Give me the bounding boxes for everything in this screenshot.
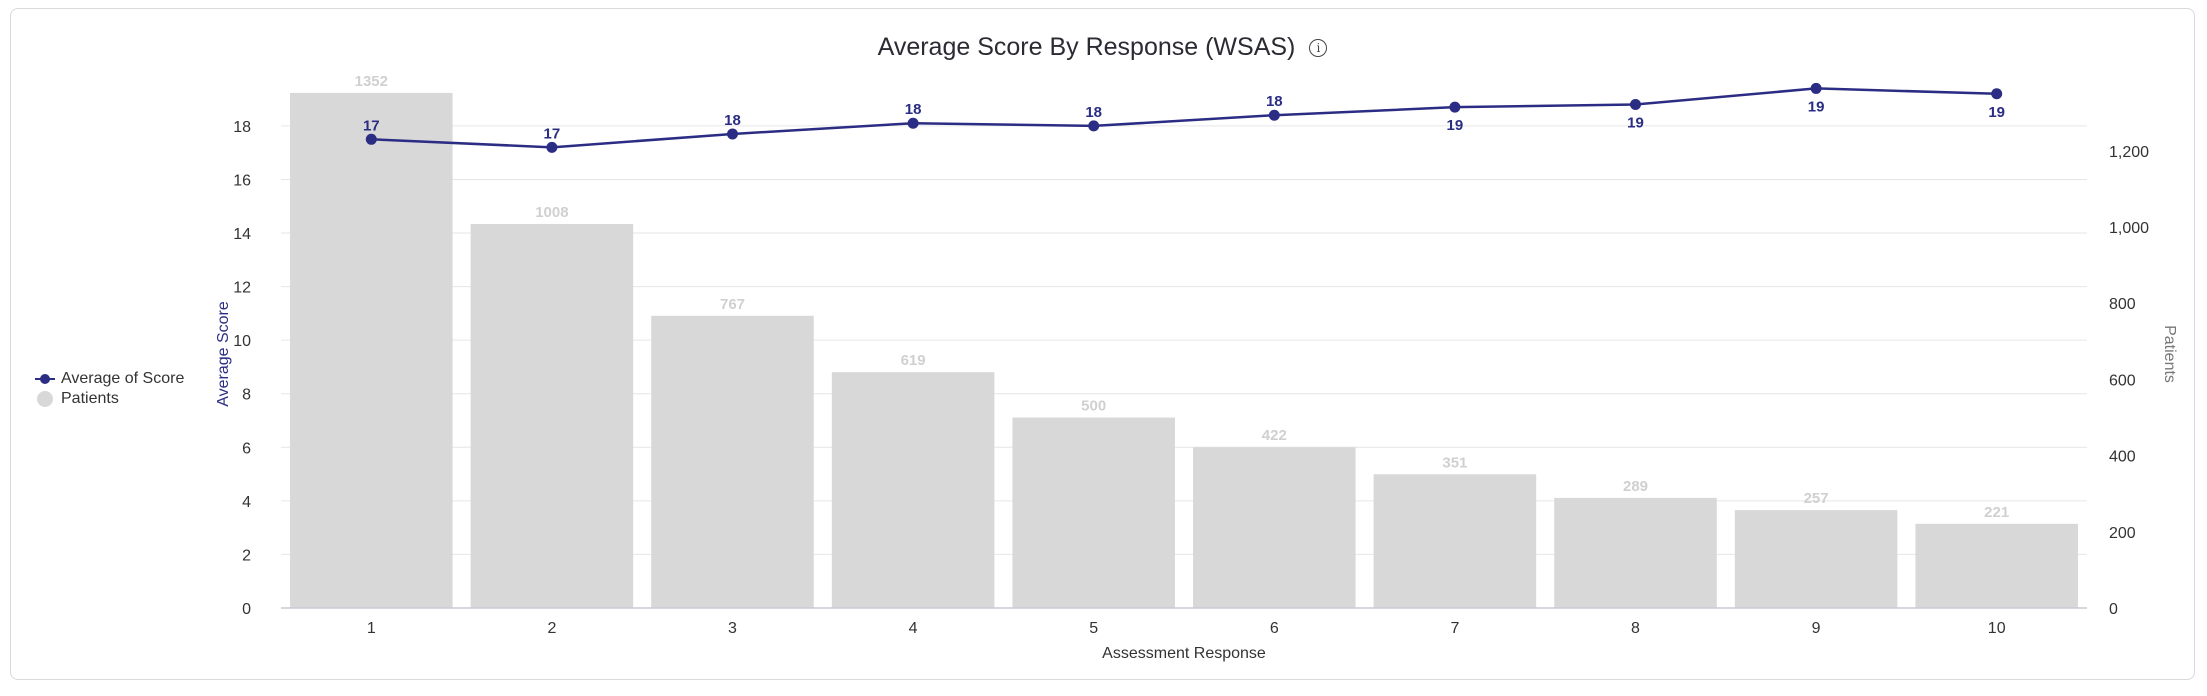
- line-point: [1991, 88, 2003, 100]
- y-left-tick-label: 2: [242, 547, 251, 564]
- x-tick-label: 8: [1631, 620, 1640, 637]
- y-left-tick-label: 4: [242, 494, 251, 511]
- y-right-tick-label: 800: [2109, 296, 2136, 313]
- y-right-tick-label: 400: [2109, 449, 2136, 466]
- y-left-tick-label: 18: [233, 119, 251, 136]
- bar-data-label: 1352: [355, 73, 388, 90]
- legend-label: Average of Score: [61, 370, 185, 387]
- y-right-tick-label: 1,000: [2109, 220, 2149, 237]
- average-score-line: [371, 87, 1997, 149]
- line-point: [1088, 120, 1100, 132]
- legend: Average of Score Patients: [35, 369, 184, 409]
- bar: [1373, 474, 1537, 608]
- y-right-tick-label: 1,200: [2109, 144, 2149, 161]
- bar: [1012, 417, 1175, 608]
- line-point: [1268, 109, 1280, 121]
- legend-item-average-score[interactable]: Average of Score: [35, 369, 184, 389]
- line-series: 17 17 18 18 18 18 19 19 19 19: [363, 82, 2005, 153]
- bar-data-label: 289: [1623, 478, 1648, 495]
- x-tick-label: 2: [547, 620, 556, 637]
- bar: [1554, 497, 1717, 608]
- y-left-axis-label: Average Score: [215, 301, 232, 407]
- line-data-label: 17: [363, 117, 380, 134]
- legend-label: Patients: [61, 390, 119, 407]
- line-data-label: 18: [1085, 104, 1102, 121]
- bar: [831, 372, 995, 608]
- bar: [1193, 447, 1356, 608]
- info-icon[interactable]: i: [1309, 39, 1328, 57]
- y-left-tick-label: 14: [233, 226, 251, 243]
- bar-data-label: 422: [1262, 427, 1287, 444]
- bar-data-label: 351: [1442, 454, 1467, 471]
- y-left-tick-label: 6: [242, 440, 251, 457]
- bar: [1915, 523, 2078, 608]
- bar-data-label: 500: [1081, 398, 1106, 415]
- y-left-tick-label: 16: [233, 172, 251, 189]
- y-right-axis-label: Patients: [2161, 325, 2178, 383]
- line-data-label: 18: [724, 112, 741, 129]
- line-point: [1630, 98, 1641, 110]
- y-left-tick-label: 0: [242, 601, 251, 618]
- y-right-tick-label: 200: [2109, 525, 2136, 542]
- bar: [470, 223, 634, 609]
- x-tick-label: 9: [1812, 620, 1821, 637]
- x-tick-label: 3: [728, 620, 737, 637]
- line-data-label: 18: [1266, 93, 1283, 110]
- y-left-tick-label: 8: [242, 387, 251, 404]
- line-data-label: 19: [1627, 114, 1644, 131]
- line-point: [365, 133, 377, 145]
- x-tick-label: 5: [1089, 620, 1098, 637]
- bar: [651, 315, 814, 608]
- x-tick-label: 1: [367, 620, 376, 637]
- bar-series: 1352 1008 767 619 500 422 351 289 257 221: [290, 73, 2078, 609]
- line-data-label: 19: [1447, 117, 1464, 134]
- bar-data-label: 221: [1984, 504, 2009, 521]
- legend-item-patients[interactable]: Patients: [35, 389, 184, 409]
- line-point: [1449, 101, 1461, 113]
- chart-card: Average Score By Response (WSAS) i Averag…: [10, 8, 2195, 680]
- bar: [1734, 510, 1898, 608]
- line-data-label: 17: [544, 125, 561, 142]
- line-point: [546, 141, 558, 153]
- line-point: [1810, 82, 1822, 94]
- bar-data-label: 619: [901, 352, 926, 369]
- line-data-label: 19: [1808, 98, 1825, 115]
- chart-title: Average Score By Response (WSAS): [877, 33, 1296, 61]
- x-axis-label: Assessment Response: [1102, 645, 1266, 662]
- line-data-label: 18: [905, 101, 922, 118]
- bar: [290, 92, 453, 608]
- y-left-tick-label: 12: [233, 280, 251, 297]
- x-tick-label: 4: [909, 620, 918, 637]
- bar-data-label: 767: [720, 296, 745, 313]
- chart-title-row: Average Score By Response (WSAS) i: [11, 33, 2194, 62]
- line-point: [727, 128, 738, 140]
- x-tick-label: 7: [1450, 620, 1459, 637]
- line-data-label: 19: [1988, 104, 2005, 121]
- y-left-tick-label: 10: [233, 333, 251, 350]
- y-right-tick-label: 600: [2109, 372, 2136, 389]
- x-tick-label: 6: [1270, 620, 1279, 637]
- line-point: [907, 117, 919, 129]
- bar-data-label: 257: [1804, 490, 1829, 507]
- circle-marker-icon: [37, 391, 53, 407]
- line-marker-icon: [35, 371, 55, 387]
- y-right-tick-label: 0: [2109, 601, 2118, 618]
- x-tick-label: 10: [1988, 620, 2006, 637]
- bar-data-label: 1008: [535, 204, 568, 221]
